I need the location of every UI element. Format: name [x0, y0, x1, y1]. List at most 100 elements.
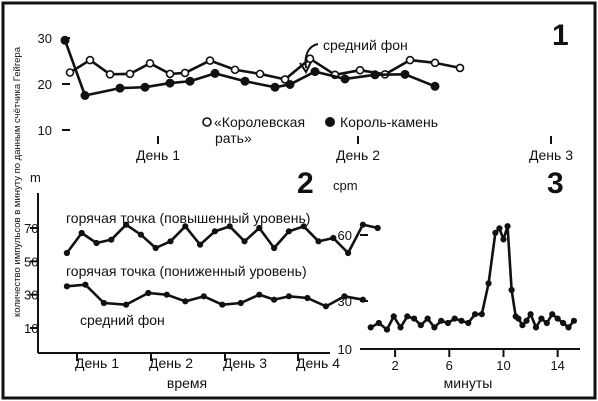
panel-1-series-2-point — [310, 67, 320, 77]
panel-3-series-point — [496, 225, 503, 232]
panel-2-series-1-point — [300, 223, 307, 230]
panel-2-series-2-point — [271, 296, 278, 303]
panel-1-series-2-point — [80, 91, 90, 100]
panel-2-series-2-point — [145, 289, 152, 297]
legend-marker-open — [202, 117, 212, 127]
panel-2-annotation: средний фон — [80, 312, 165, 328]
panel-3-series-point — [508, 286, 515, 294]
panel-3-y-tick-label: 10 — [338, 342, 352, 357]
panel-1-y-tick-label: 20 — [38, 77, 52, 92]
panel-1-series-2-point — [115, 83, 125, 93]
panel-1-series-2-point — [370, 70, 380, 80]
panel-1-series-1-point — [280, 75, 290, 84]
panel-2: 2 m cpm горячая точка (повышенный уровен… — [30, 167, 358, 391]
panel-1-series-1-point — [255, 69, 265, 79]
panel-3-series-point — [383, 326, 391, 333]
panel-2-x-tick-label: День 3 — [223, 355, 267, 371]
panel-2-series-1-point — [315, 238, 322, 245]
panel-2-series-2-point — [100, 299, 108, 307]
panel-2-series-1-point — [108, 236, 115, 243]
panel-3-x-tick-label: 6 — [446, 358, 453, 373]
panel-3-series-point — [451, 315, 458, 322]
panel-2-series-2-point — [304, 294, 311, 302]
panel-1: 1 средний фон «Королевская рать» Король-… — [202, 19, 569, 146]
panel-1-series-2-point — [340, 74, 350, 84]
panel-2-series-1-point — [345, 249, 352, 257]
panel-1-series-1-point — [455, 63, 465, 73]
panel-2-series-1-point — [256, 224, 263, 232]
panel-3-series-point — [367, 324, 374, 331]
legend-label-solid: Король-камень — [340, 114, 438, 130]
panel-1-annotation: средний фон — [323, 37, 408, 53]
panel-3-series-point — [504, 223, 511, 230]
panel-2-series-2-point — [182, 298, 189, 305]
panel-1-y-tick-label: 30 — [38, 31, 52, 46]
panel-2-series-1-point — [137, 231, 144, 238]
panel-1-series-1-point — [85, 55, 95, 65]
panel-2-series-1-point — [93, 239, 100, 247]
panel-1-annotation-arrowhead — [299, 61, 312, 74]
panel-1-series-2-point — [60, 35, 70, 45]
panel-1-number: 1 — [552, 19, 569, 52]
panel-2-y-tick-label: 50 — [24, 254, 38, 269]
panel-1-series-1-point — [180, 68, 190, 78]
panel-3: 3 минуты — [444, 167, 564, 391]
panel-3-series-point — [424, 315, 431, 322]
panel-3-series-point — [538, 315, 545, 322]
panel-1-series-2-point — [165, 78, 175, 88]
panel-2-series-2-point — [200, 293, 207, 300]
panel-2-series-1-point — [211, 228, 218, 235]
panel-1-series-2-point — [400, 69, 410, 79]
panel-3-series-point — [471, 311, 479, 318]
panel-3-series-point — [570, 317, 578, 324]
panel-3-series-point — [559, 319, 567, 327]
panel-2-series-2-point — [163, 291, 170, 298]
panel-3-series-point — [417, 322, 424, 329]
panel-2-y-tick-label: 70 — [24, 221, 38, 236]
panel-1-series-2-point — [185, 76, 195, 86]
panel-3-y-tick-label: 30 — [338, 294, 352, 309]
panel-3-x-tick-label: 14 — [550, 358, 564, 373]
panel-1-series-2-point — [285, 79, 295, 89]
panel-2-y-tick-label: 30 — [24, 288, 38, 303]
panel-1-series-1-point — [145, 58, 155, 68]
panel-1-legend: «Королевская рать» Король-камень — [202, 114, 438, 146]
panel-3-series-point — [390, 313, 397, 320]
panel-1-x-tick-label: День 2 — [336, 147, 380, 163]
panel-2-series-1-point — [152, 244, 159, 252]
panel-2-series-1-point — [359, 221, 366, 228]
panel-3-series-point — [500, 236, 507, 243]
panel-3-x-tick-label: 10 — [496, 358, 510, 373]
panel-2-series-1-point — [123, 221, 130, 228]
panel-2-series-1-point — [182, 223, 189, 230]
panel-3-series-point — [554, 315, 561, 322]
panel-3-series-point — [485, 280, 492, 287]
panel-3-series-point — [527, 311, 534, 318]
panel-3-series-point — [543, 319, 550, 327]
panel-1-x-tick-label: День 1 — [136, 147, 180, 163]
panel-3-x-tick-label: 2 — [391, 358, 398, 373]
panel-2-series-1-point — [241, 238, 248, 245]
panel-1-series-2-point — [240, 76, 250, 86]
panel-2-series-2-point — [237, 299, 244, 307]
panel-2-series-2-point — [341, 293, 348, 300]
panel-2-series-2-point — [123, 301, 130, 308]
panel-2-series-2-label: горячая точка (пониженный уровень) — [66, 263, 307, 279]
panel-2-series-1-point — [374, 224, 381, 232]
legend-label-open-line1: «Королевская — [214, 114, 305, 130]
panel-2-series-2-point — [219, 301, 226, 308]
panel-3-series-point — [431, 324, 438, 331]
panel-3-series-point — [438, 317, 445, 324]
panel-3-number: 3 — [547, 167, 564, 200]
panel-3-series-point — [410, 315, 418, 322]
panel-1-series-1-point — [105, 70, 115, 79]
plot-layer: 10 20 30 День 1 День 2 День 3 10 30 50 70 День 1 Де… — [24, 31, 580, 373]
panel-3-series-point — [404, 313, 411, 320]
panel-2-series-1-point — [226, 223, 233, 230]
panel-3-series-point — [549, 311, 556, 318]
panel-2-series-1-point — [285, 228, 292, 235]
panel-1-series-2-point — [430, 81, 440, 91]
panel-3-series-point — [532, 324, 540, 331]
panel-2-series-1-point — [63, 249, 71, 257]
panel-2-series-1-line — [65, 223, 378, 255]
